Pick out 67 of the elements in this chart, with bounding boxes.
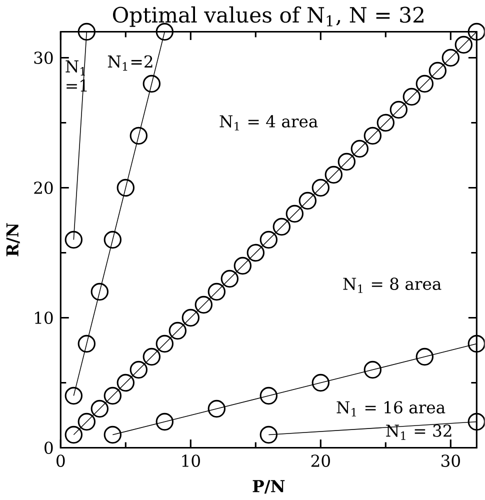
point [416,348,434,366]
annotation: N$_{1}$ = 8 area [343,278,442,293]
point [156,334,174,353]
point [364,360,382,379]
point [64,426,83,444]
annotation: N$_{1}$ = 16 area [336,401,446,416]
point [324,166,343,184]
point [428,62,447,80]
point [468,22,485,41]
point [220,270,239,288]
chart-title: Optimal values of N$_{1}$, N = 32 [113,6,424,27]
point [168,322,187,340]
point [78,334,96,353]
x-axis-title: P/N [252,480,285,494]
point [312,374,330,392]
y-tick-label: 0 [44,442,53,454]
y-tick-label: 20 [34,182,53,194]
point [116,374,135,392]
point [104,230,122,249]
x-tick-label: 0 [56,454,65,467]
point [286,204,304,223]
point [142,348,161,366]
point [312,178,330,197]
point [130,360,148,379]
point [130,126,148,145]
x-tick-label: 10 [182,454,200,467]
y-axis-title: R/N [6,223,20,256]
point [260,230,278,249]
point [402,88,421,106]
point [64,386,83,405]
point [376,114,395,132]
point [234,256,252,275]
point [142,74,161,93]
point [272,218,291,236]
point [442,48,460,67]
point [454,36,473,54]
point [116,178,135,197]
point [104,426,122,444]
point [298,192,317,210]
point [64,230,83,249]
point [260,386,278,405]
point [390,100,408,119]
point [78,22,96,41]
point [468,412,485,431]
annotation: N$_{1}$ = 4 area [220,115,318,130]
x-tick-label: 20 [312,454,330,467]
x-tick-label: 30 [442,454,460,467]
point [90,282,109,301]
point [194,296,213,314]
point [78,412,96,431]
annotation: N$_{1}$=2 [108,55,152,71]
point [208,400,226,418]
point [364,126,382,145]
point [182,308,200,327]
point [246,244,265,262]
point [416,74,434,93]
y-tick-label: 30 [34,52,53,64]
point [156,412,174,431]
point [260,426,278,444]
point [338,152,356,171]
y-tick-label: 10 [35,312,53,324]
point [104,386,122,405]
point [350,140,369,158]
point [468,334,485,353]
annotation: N$_{1}$ = 32 [386,424,452,440]
point [90,400,109,418]
point [208,282,226,301]
